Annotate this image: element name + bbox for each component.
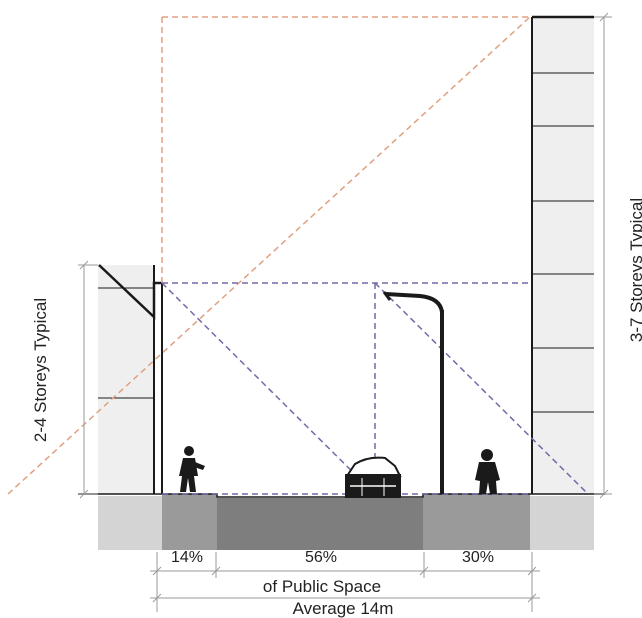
pct-left-label: 14% [171,549,203,566]
pct-right-label: 30% [462,549,494,566]
right-building [532,17,594,494]
right-height-label: 3-7 Storeys Typical [627,198,642,342]
left-roof [98,264,162,320]
road [217,498,423,550]
left-height-label: 2-4 Storeys Typical [31,298,50,442]
car-icon [345,456,402,498]
ground-right-strip [530,496,594,550]
pedestrian-icon [179,446,205,492]
public-space-label: of Public Space [263,577,381,596]
width-dimensions [150,552,540,612]
sidewalk-left [162,494,217,550]
pct-mid-label: 56% [305,549,337,566]
orange-envelope [7,16,532,495]
right-height-dimension [594,12,612,499]
average-width-label: Average 14m [293,599,394,618]
pedestrian-icon [475,449,500,494]
left-height-dimension [78,260,98,499]
ground-left-strip [98,496,162,550]
sidewalk-right [423,494,530,550]
street-lamp-icon [382,291,444,494]
left-building [98,265,154,494]
